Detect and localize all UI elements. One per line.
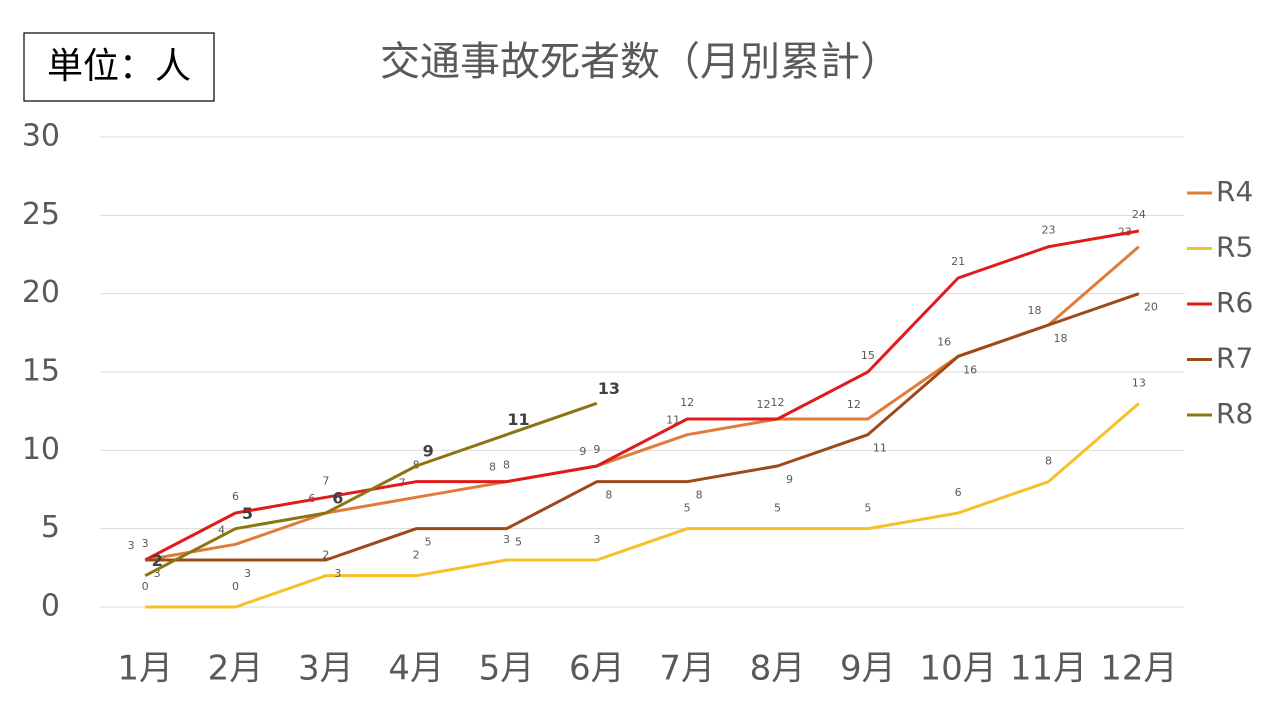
legend-label: R4 <box>1216 175 1253 208</box>
data-label: 12 <box>771 396 785 409</box>
y-tick-label: 10 <box>22 432 60 467</box>
unit-box <box>23 32 215 102</box>
data-label: 8 <box>605 489 612 502</box>
data-label: 2 <box>413 549 420 562</box>
data-label: 3 <box>593 533 600 546</box>
x-tick-label: 5月 <box>479 649 535 689</box>
x-tick-label: 10月 <box>920 649 997 689</box>
data-label: 20 <box>1144 301 1158 314</box>
y-tick-label: 5 <box>41 510 60 545</box>
data-label: 24 <box>1132 208 1146 221</box>
data-label: 8 <box>489 461 496 474</box>
data-label: 9 <box>786 473 793 486</box>
data-label: 0 <box>232 580 239 593</box>
data-label: 7 <box>322 474 329 487</box>
data-label: 12 <box>680 396 694 409</box>
data-label: 6 <box>955 486 962 499</box>
data-label: 4 <box>218 523 225 536</box>
x-tick-label: 6月 <box>569 649 625 689</box>
x-tick-label: 2月 <box>208 649 264 689</box>
data-label: 11 <box>873 442 887 455</box>
data-label: 13 <box>1132 376 1146 389</box>
series-line <box>145 292 1140 562</box>
data-label: 5 <box>774 502 781 515</box>
data-label: 16 <box>937 335 951 348</box>
data-label: 9 <box>423 442 434 461</box>
data-label: 0 <box>142 580 149 593</box>
data-label: 9 <box>579 445 586 458</box>
data-label: 12 <box>847 398 861 411</box>
data-label: 9 <box>593 443 600 456</box>
data-label: 18 <box>1054 332 1068 345</box>
data-label: 11 <box>507 410 529 429</box>
data-label: 3 <box>244 567 251 580</box>
series-line <box>144 401 598 577</box>
unit-label: 単位：人 <box>47 46 191 87</box>
y-tick-label: 30 <box>22 119 60 154</box>
data-label: 2 <box>322 549 329 562</box>
data-label: 5 <box>425 536 432 549</box>
y-tick-label: 20 <box>22 275 60 310</box>
data-label: 6 <box>332 489 343 508</box>
data-label: 8 <box>696 489 703 502</box>
y-tick-label: 0 <box>41 589 60 624</box>
series-line <box>144 229 1140 562</box>
legend-label: R7 <box>1216 342 1253 375</box>
data-label: 8 <box>503 459 510 472</box>
data-label: 5 <box>684 502 691 515</box>
x-tick-label: 11月 <box>1010 649 1087 689</box>
data-label: 5 <box>864 502 871 515</box>
legend-label: R6 <box>1216 286 1253 319</box>
data-label: 21 <box>951 255 965 268</box>
data-label: 3 <box>128 539 135 552</box>
data-label: 3 <box>334 567 341 580</box>
x-tick-label: 4月 <box>388 649 444 689</box>
x-tick-label: 12月 <box>1100 649 1177 689</box>
x-tick-label: 7月 <box>659 649 715 689</box>
data-label: 18 <box>1028 304 1042 317</box>
data-label: 3 <box>154 567 161 580</box>
data-label: 3 <box>503 533 510 546</box>
data-label: 3 <box>142 537 149 550</box>
chart-title: 交通事故死者数（月別累計） <box>380 39 900 85</box>
y-tick-label: 25 <box>22 197 60 232</box>
x-tick-label: 3月 <box>298 649 354 689</box>
x-tick-label: 1月 <box>117 649 173 689</box>
data-label: 13 <box>598 379 620 398</box>
data-label: 5 <box>515 536 522 549</box>
data-label: 12 <box>757 398 771 411</box>
legend-label: R5 <box>1216 231 1253 264</box>
y-tick-label: 15 <box>22 354 60 389</box>
data-label: 16 <box>963 363 977 376</box>
x-tick-label: 8月 <box>750 649 806 689</box>
data-label: 2 <box>152 551 163 570</box>
series-line <box>145 402 1140 609</box>
data-label: 5 <box>242 504 253 523</box>
data-label: 15 <box>861 349 875 362</box>
data-label: 6 <box>232 490 239 503</box>
data-label: 23 <box>1042 224 1056 237</box>
data-label: 8 <box>1045 455 1052 468</box>
legend-label: R8 <box>1216 397 1253 430</box>
x-tick-label: 9月 <box>840 649 896 689</box>
